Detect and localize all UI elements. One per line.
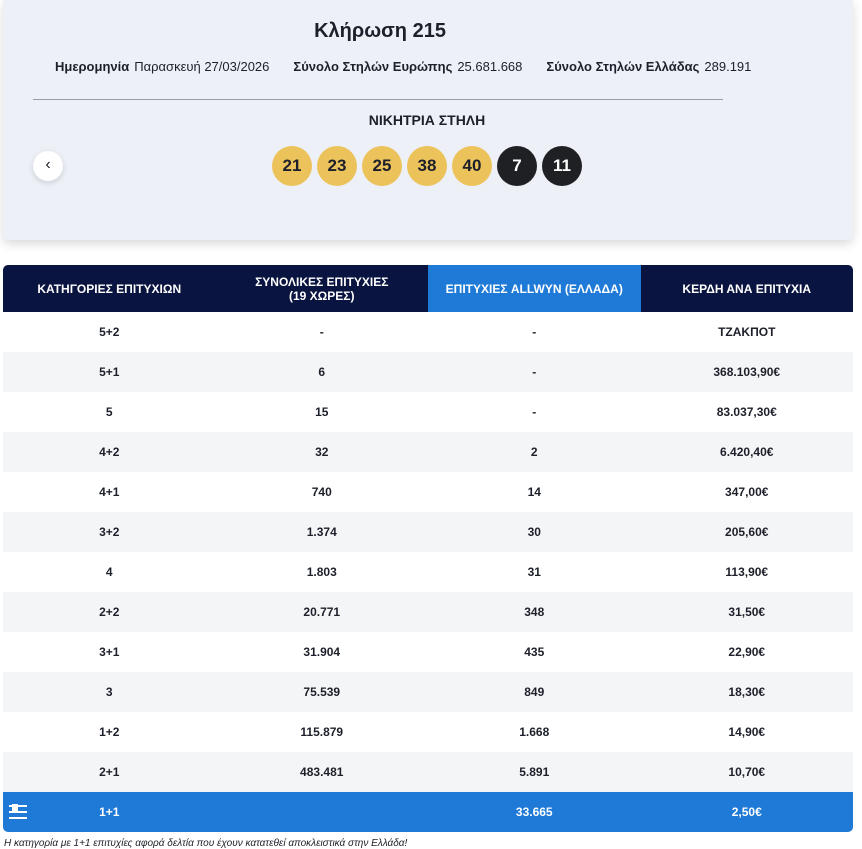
- winning-title: ΝΙΚΗΤΡΙΑ ΣΤΗΛΗ: [368, 112, 486, 128]
- table-row: 5 15 - 83.037,30€: [3, 392, 853, 432]
- info-value: 25.681.668: [457, 59, 523, 74]
- divider: [33, 99, 723, 100]
- table-cell: 32: [315, 445, 329, 459]
- table-cell: 4+1: [99, 485, 120, 499]
- main-ball: 23: [317, 146, 357, 186]
- table-row: 1+1 33.665 2,50€: [3, 792, 853, 832]
- table-row: 5+1 6 - 368.103,90€: [3, 352, 853, 392]
- flag-icon: [9, 804, 27, 819]
- table-cell: 205,60€: [725, 525, 769, 539]
- results-table: ΚΑΤΗΓΟΡΙΕΣ ΕΠΙΤΥΧΙΩΝ ΣΥΝΟΛΙΚΕΣ ΕΠΙΤΥΧΙΕΣ …: [3, 265, 853, 832]
- table-cell: 75.539: [303, 685, 341, 699]
- info-label: Ημερομηνία: [55, 59, 130, 74]
- table-row: 4+1 740 14 347,00€: [3, 472, 853, 512]
- table-cell: 4+2: [99, 445, 120, 459]
- table-cell: 30: [527, 525, 541, 539]
- table-cell: 22,90€: [728, 645, 766, 659]
- main-ball: 21: [272, 146, 312, 186]
- draw-card: Κλήρωση 215 Ημερομηνία Παρασκευή 27/03/20…: [3, 0, 853, 240]
- info-item: Σύνολο Στηλών Ευρώπης 25.681.668: [293, 59, 522, 74]
- table-cell: 14,90€: [728, 725, 766, 739]
- table-row: 4 1.803 31 113,90€: [3, 552, 853, 592]
- table-cell: [216, 792, 429, 832]
- info-label: Σύνολο Στηλών Ελλάδας: [546, 59, 700, 74]
- table-cell: -: [532, 325, 537, 339]
- table-cell: 348: [524, 605, 545, 619]
- table-cell: 3: [105, 685, 113, 699]
- info-value: Παρασκευή 27/03/2026: [134, 59, 270, 74]
- table-cell: 4: [105, 565, 113, 579]
- table-cell: 5+2: [99, 325, 120, 339]
- table-cell: 3+1: [99, 645, 120, 659]
- info-label: Σύνολο Στηλών Ευρώπης: [293, 59, 453, 74]
- table-cell: 15: [315, 405, 329, 419]
- info-value: 289.191: [704, 59, 752, 74]
- draw-title: Κλήρωση 215: [314, 20, 446, 42]
- table-cell: 113,90€: [725, 565, 769, 579]
- table-cell: -: [532, 405, 537, 419]
- table-cell: 2+2: [99, 605, 120, 619]
- table-row: 3+2 1.374 30 205,60€: [3, 512, 853, 552]
- table-cell: 5.891: [519, 765, 550, 779]
- table-row: 1+2 115.879 1.668 14,90€: [3, 712, 853, 752]
- table-cell: 435: [524, 645, 545, 659]
- table-cell: 1.374: [306, 525, 337, 539]
- table-cell: 849: [524, 685, 545, 699]
- table-cell: 2,50€: [731, 805, 762, 819]
- table-cell: 33.665: [515, 805, 553, 819]
- table-cell: 5: [105, 405, 113, 419]
- table-cell: 6.420,40€: [720, 445, 774, 459]
- draw-info: Ημερομηνία Παρασκευή 27/03/2026 Σύνολο Στη…: [55, 59, 751, 74]
- table-cell: 5+1: [99, 365, 120, 379]
- table-row: 2+2 20.771 348 31,50€: [3, 592, 853, 632]
- table-cell: 83.037,30€: [716, 405, 777, 419]
- header-cell: ΚΑΤΗΓΟΡΙΕΣ ΕΠΙΤΥΧΙΩΝ: [37, 281, 182, 296]
- table-cell: 2: [530, 445, 538, 459]
- table-header: ΚΑΤΗΓΟΡΙΕΣ ΕΠΙΤΥΧΙΩΝ ΣΥΝΟΛΙΚΕΣ ΕΠΙΤΥΧΙΕΣ …: [3, 265, 853, 312]
- header-cell: ΕΠΙΤΥΧΙΕΣ ALLWYN (ΕΛΛΑΔΑ): [428, 265, 641, 312]
- main-ball: 38: [407, 146, 447, 186]
- info-item: Ημερομηνία Παρασκευή 27/03/2026: [55, 59, 269, 74]
- back-button[interactable]: ‹: [33, 151, 63, 181]
- table-cell: 483.481: [300, 765, 344, 779]
- table-cell: 20.771: [303, 605, 341, 619]
- table-cell: 31,50€: [728, 605, 766, 619]
- table-cell: 2+1: [99, 765, 120, 779]
- table-cell: 368.103,90€: [713, 365, 781, 379]
- table-cell: 1+1: [3, 792, 216, 832]
- main-ball: 40: [452, 146, 492, 186]
- extra-ball: 11: [542, 146, 582, 186]
- table-row: 2+1 483.481 5.891 10,70€: [3, 752, 853, 792]
- table-cell: 10,70€: [728, 765, 766, 779]
- table-cell: 18,30€: [728, 685, 766, 699]
- table-cell: ΤΖΑΚΠΟΤ: [718, 325, 776, 339]
- table-cell: 740: [311, 485, 332, 499]
- header-cell: ΚΕΡΔΗ ΑΝΑ ΕΠΙΤΥΧΙΑ: [682, 281, 812, 296]
- winning-numbers: 21 23 25 38 40 7 11: [272, 146, 582, 186]
- main-ball: 25: [362, 146, 402, 186]
- table-cell: 3+2: [99, 525, 120, 539]
- table-cell: -: [319, 325, 324, 339]
- table-cell: -: [532, 365, 537, 379]
- table-cell: 14: [527, 485, 541, 499]
- table-row: 3 75.539 849 18,30€: [3, 672, 853, 712]
- extra-ball: 7: [497, 146, 537, 186]
- table-cell: 1.803: [306, 565, 337, 579]
- table-row: 4+2 32 2 6.420,40€: [3, 432, 853, 472]
- info-item: Σύνολο Στηλών Ελλάδας 289.191: [546, 59, 751, 74]
- table-cell: 1+2: [99, 725, 120, 739]
- table-cell: 1.668: [519, 725, 550, 739]
- table-row: 3+1 31.904 435 22,90€: [3, 632, 853, 672]
- footnote: Η κατηγορία με 1+1 επιτυχίες αφορά δελτί…: [4, 838, 408, 849]
- table-cell: 347,00€: [725, 485, 769, 499]
- table-cell: 115.879: [300, 725, 344, 739]
- table-cell: 31.904: [303, 645, 341, 659]
- header-cell: ΣΥΝΟΛΙΚΕΣ ΕΠΙΤΥΧΙΕΣ (19 ΧΩΡΕΣ): [255, 274, 389, 303]
- table-cell: 31: [527, 565, 541, 579]
- table-row: 5+2 - - ΤΖΑΚΠΟΤ: [3, 312, 853, 352]
- table-cell: 6: [318, 365, 326, 379]
